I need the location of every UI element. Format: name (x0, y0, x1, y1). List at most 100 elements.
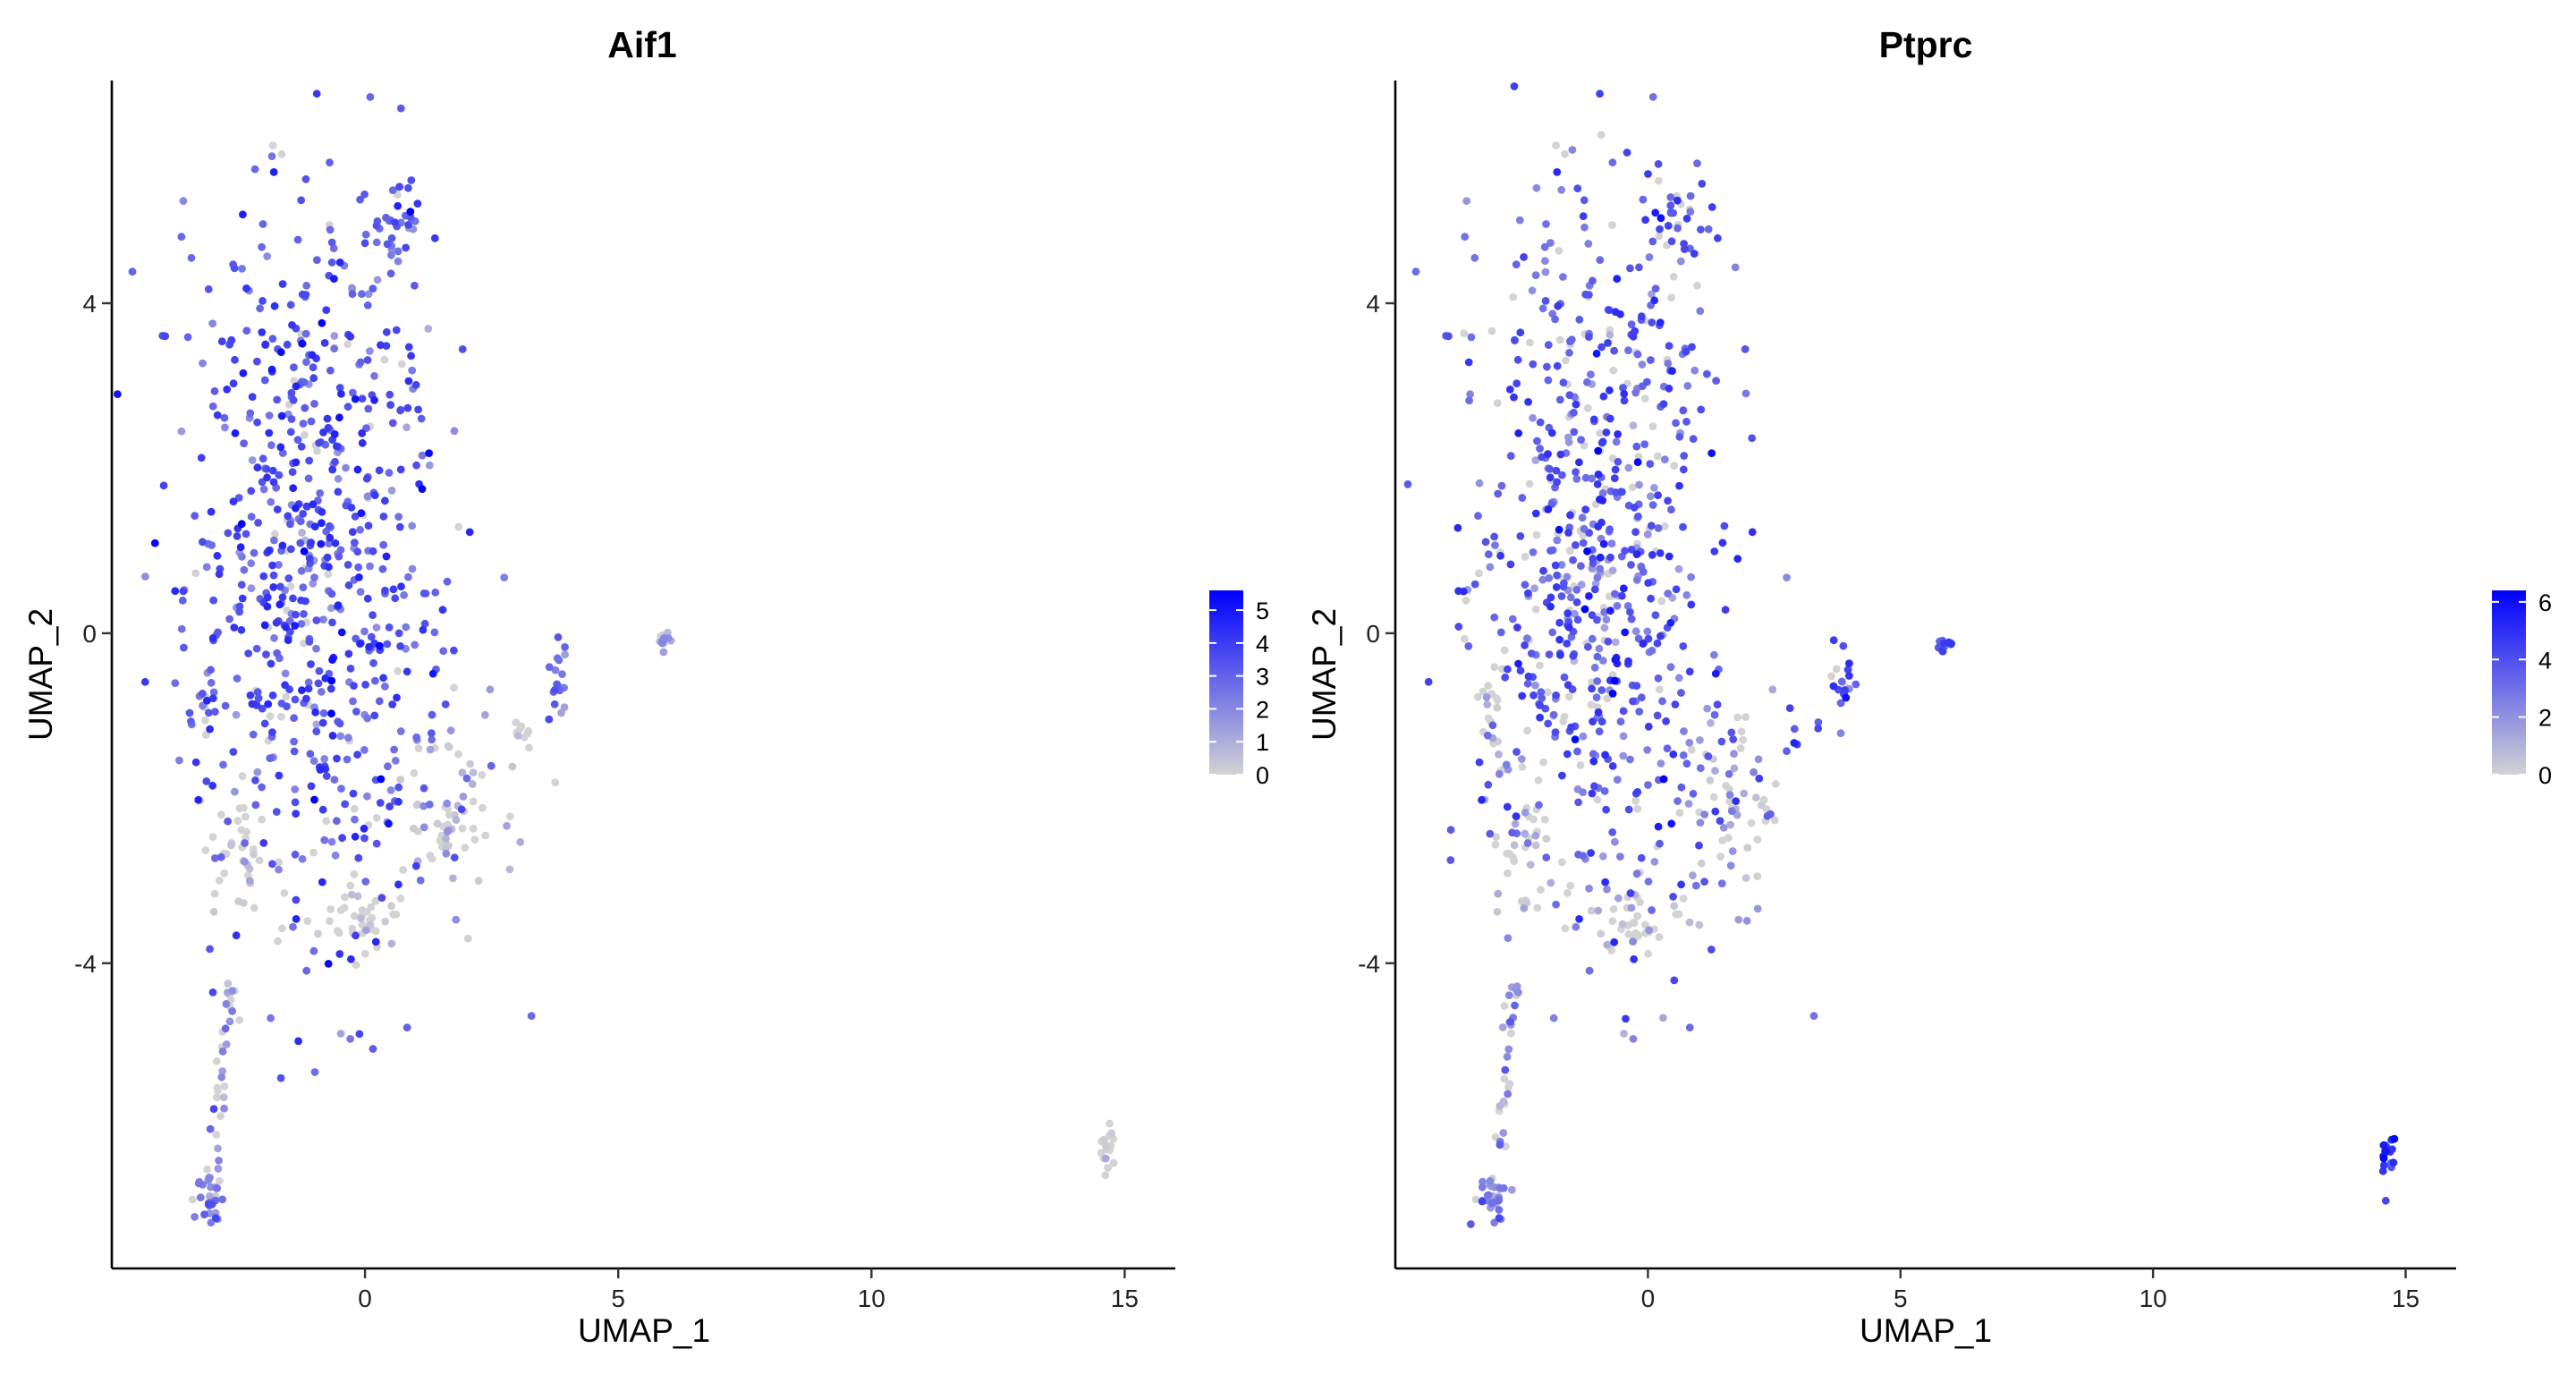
cell-point (386, 390, 394, 399)
x-tick-label: 15 (2392, 1285, 2419, 1312)
cell-point (1553, 571, 1562, 580)
cell-point (333, 754, 341, 763)
cell-point (344, 649, 353, 658)
cell-point (452, 915, 461, 924)
cell-point (302, 281, 311, 290)
cell-point (1565, 349, 1573, 357)
cell-point (371, 896, 380, 905)
cell-point (1644, 170, 1652, 178)
cell-point (1740, 789, 1749, 798)
cell-point (363, 714, 372, 723)
cell-point (388, 700, 397, 708)
cell-point (1473, 692, 1482, 701)
cell-point (1589, 757, 1598, 766)
cell-point (481, 831, 490, 840)
cell-point (386, 269, 395, 278)
cell-point (1588, 789, 1597, 798)
cell-point (354, 853, 363, 862)
cell-point (1688, 343, 1696, 352)
cell-point (343, 340, 352, 349)
cell-point (1587, 700, 1596, 709)
cell-point (217, 337, 226, 346)
panel-title-ptprc: Ptprc (1879, 24, 1973, 65)
cell-point (1837, 677, 1846, 686)
cell-point (2378, 1166, 2387, 1175)
cell-point (1711, 807, 1720, 816)
cell-point (1771, 779, 1780, 788)
cell-point (1598, 437, 1607, 446)
cell-point (1675, 809, 1684, 817)
cell-point (320, 755, 329, 763)
cell-point (1725, 791, 1734, 800)
cell-point (224, 817, 233, 826)
cell-point (370, 711, 379, 720)
cell-point (298, 529, 306, 537)
cell-point (334, 488, 343, 496)
cell-point (1478, 795, 1486, 804)
cell-point (319, 615, 327, 623)
cell-point (326, 366, 335, 375)
cell-point (291, 798, 300, 807)
cell-point (312, 89, 321, 98)
cell-point (1607, 539, 1616, 547)
cell-point (1635, 708, 1644, 716)
cell-point (302, 358, 310, 367)
cell-point (1616, 852, 1624, 861)
cell-point (1753, 872, 1762, 880)
cell-point (287, 415, 296, 423)
cell-point (1606, 553, 1614, 562)
cell-point (1541, 267, 1550, 276)
cell-point (1526, 338, 1534, 347)
cell-point (267, 659, 275, 668)
cell-point (1495, 1206, 1504, 1214)
cell-point (1710, 710, 1719, 719)
panel-title-aif1: Aif1 (607, 24, 676, 65)
cell-point (1614, 894, 1623, 903)
cell-point (1494, 889, 1503, 898)
cell-point (1559, 273, 1567, 281)
cell-point (1531, 841, 1540, 850)
cell-point (420, 619, 429, 628)
cell-point (1593, 573, 1602, 581)
cell-point (240, 565, 249, 574)
cell-point (1753, 904, 1762, 913)
cell-point (1654, 822, 1663, 831)
cell-point (307, 660, 315, 668)
cell-point (1589, 276, 1597, 285)
cell-point (396, 776, 405, 784)
x-tick-label: 0 (358, 1285, 372, 1312)
cell-point (330, 776, 339, 784)
cell-point (1513, 748, 1521, 756)
cell-point (458, 345, 467, 353)
cell-point (248, 393, 257, 401)
cell-point (1682, 418, 1690, 426)
cell-point (335, 552, 343, 561)
cell-point (1464, 358, 1473, 367)
cell-point (275, 561, 283, 569)
cell-point (1656, 549, 1665, 557)
cell-point (252, 644, 261, 653)
cell-point (550, 686, 559, 694)
cell-point (1635, 480, 1643, 489)
cell-point (1517, 755, 1526, 763)
cell-point (1529, 413, 1537, 422)
cell-point (1596, 89, 1604, 98)
cell-point (304, 474, 313, 483)
cell-point (196, 1193, 205, 1201)
cell-point (1544, 688, 1552, 697)
cell-point (1564, 529, 1572, 537)
cell-point (1632, 576, 1641, 584)
cell-point (209, 596, 218, 605)
cell-point (410, 768, 419, 777)
cell-point (1629, 421, 1638, 429)
cell-point (1516, 532, 1525, 540)
cell-point (278, 280, 287, 288)
cell-point (179, 587, 188, 596)
cell-point (297, 566, 306, 575)
cell-point (1562, 356, 1570, 365)
cell-point (1685, 918, 1694, 927)
cell-point (1523, 634, 1531, 642)
cell-point (331, 457, 339, 466)
cell-point (1566, 881, 1575, 890)
cell-point (1741, 345, 1750, 353)
